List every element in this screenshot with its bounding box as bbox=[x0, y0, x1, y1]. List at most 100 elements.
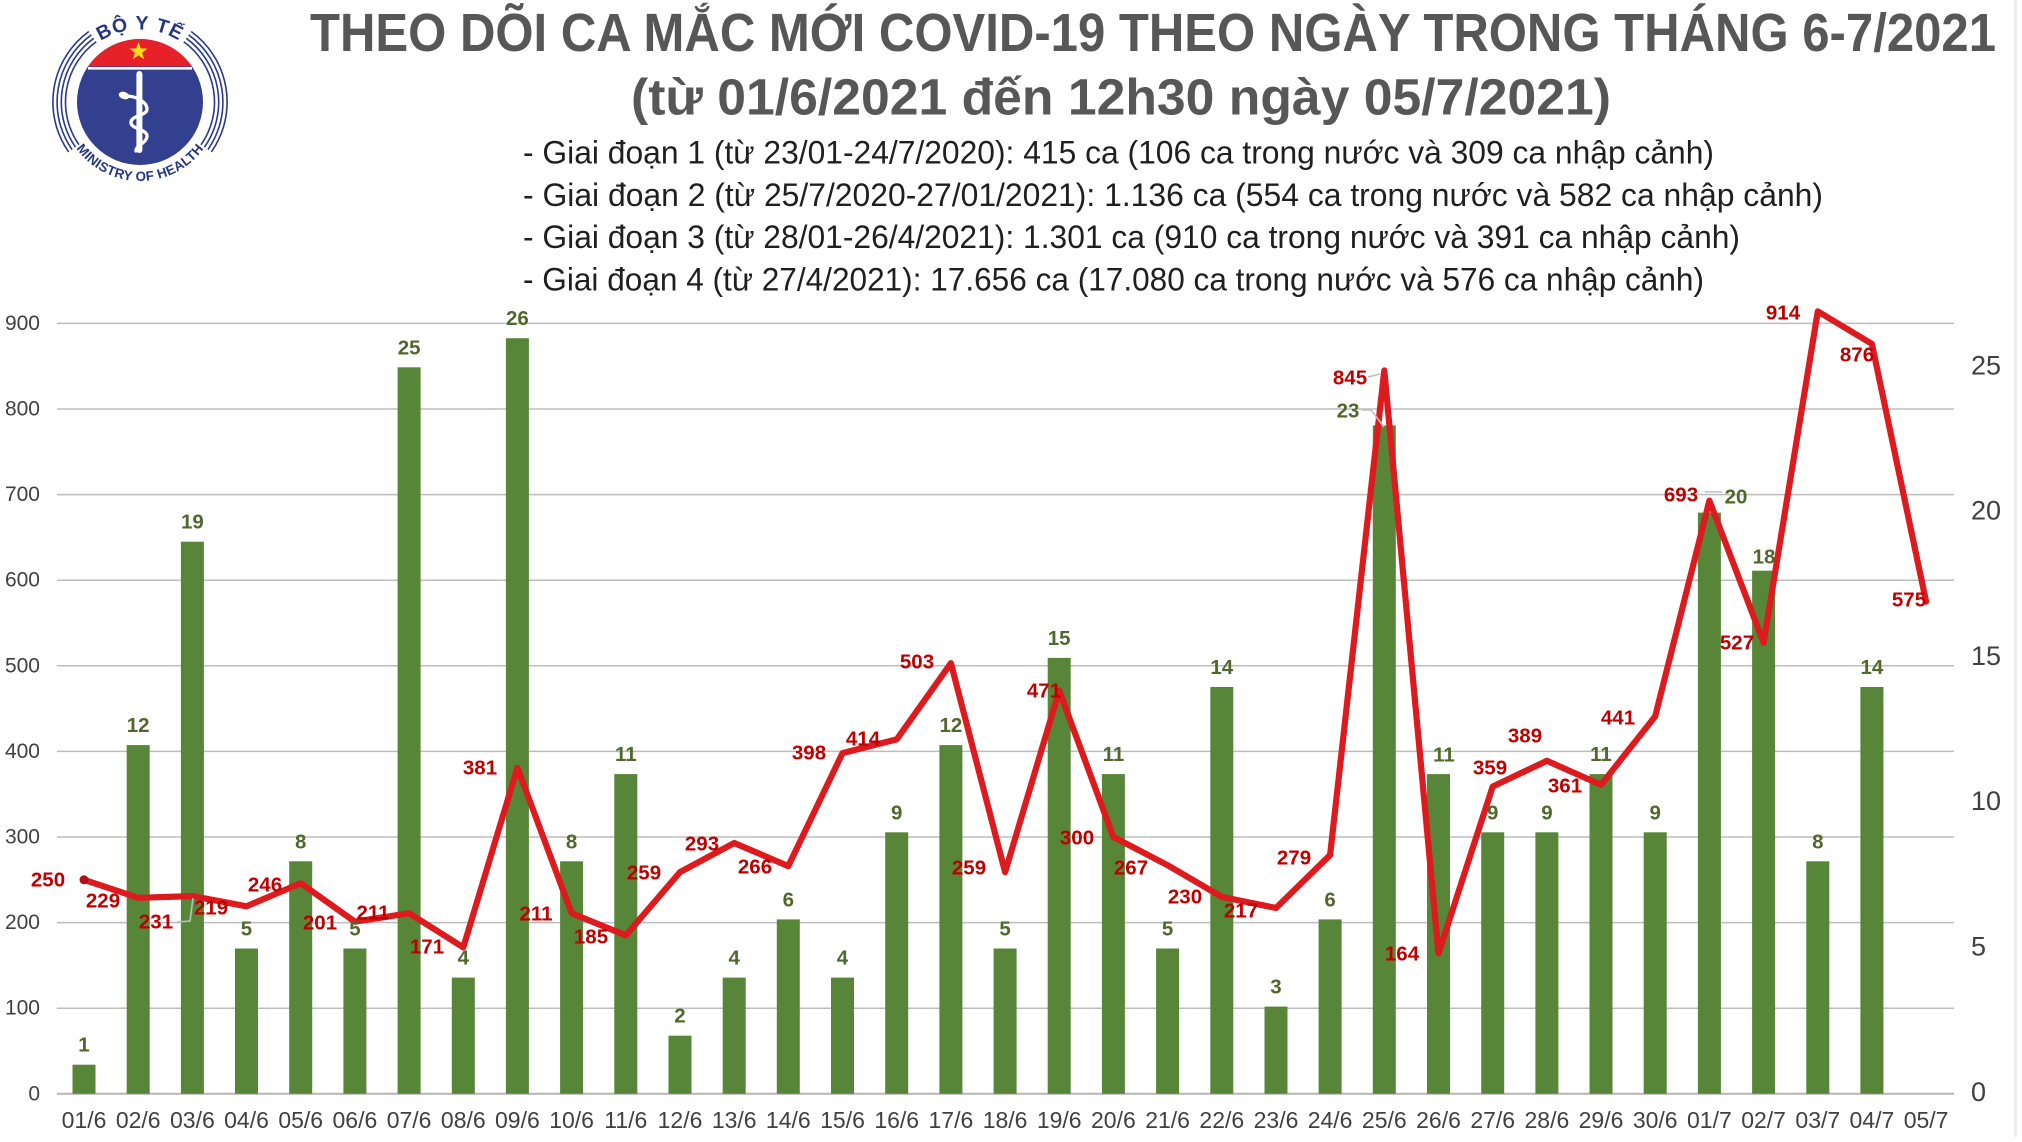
svg-text:8: 8 bbox=[1812, 830, 1823, 853]
svg-text:- Giai đoạn 1 (từ 23/01-24/7/2: - Giai đoạn 1 (từ 23/01-24/7/2020): 415 … bbox=[523, 135, 1714, 171]
svg-text:(từ 01/6/2021 đến 12h30 ngày 0: (từ 01/6/2021 đến 12h30 ngày 05/7/2021) bbox=[631, 69, 1611, 126]
svg-text:11: 11 bbox=[1590, 743, 1612, 766]
svg-text:876: 876 bbox=[1840, 344, 1874, 367]
svg-text:02/7: 02/7 bbox=[1741, 1107, 1786, 1133]
svg-text:6: 6 bbox=[1324, 888, 1335, 911]
svg-text:05/6: 05/6 bbox=[278, 1107, 323, 1133]
svg-text:2: 2 bbox=[674, 1005, 685, 1028]
svg-text:01/6: 01/6 bbox=[62, 1107, 107, 1133]
svg-text:08/6: 08/6 bbox=[441, 1107, 486, 1133]
svg-text:09/6: 09/6 bbox=[495, 1107, 540, 1133]
svg-text:20: 20 bbox=[1725, 486, 1748, 509]
svg-text:17/6: 17/6 bbox=[929, 1107, 974, 1133]
svg-text:02/6: 02/6 bbox=[116, 1107, 161, 1133]
svg-text:700: 700 bbox=[5, 483, 40, 506]
svg-text:04/6: 04/6 bbox=[224, 1107, 269, 1133]
svg-text:29/6: 29/6 bbox=[1579, 1107, 1624, 1133]
svg-text:15: 15 bbox=[1048, 627, 1071, 650]
svg-text:527: 527 bbox=[1720, 632, 1754, 655]
svg-text:600: 600 bbox=[5, 569, 40, 592]
svg-text:400: 400 bbox=[5, 740, 40, 763]
svg-text:11: 11 bbox=[1103, 743, 1125, 766]
svg-text:03/7: 03/7 bbox=[1795, 1107, 1840, 1133]
svg-text:10: 10 bbox=[1971, 786, 2001, 816]
svg-text:26: 26 bbox=[506, 307, 529, 330]
svg-text:219: 219 bbox=[194, 897, 228, 920]
svg-text:- Giai đoạn 2 (từ 25/7/2020-27: - Giai đoạn 2 (từ 25/7/2020-27/01/2021):… bbox=[523, 177, 1823, 213]
svg-text:27/6: 27/6 bbox=[1470, 1107, 1515, 1133]
svg-text:100: 100 bbox=[5, 997, 40, 1020]
svg-text:23/6: 23/6 bbox=[1254, 1107, 1299, 1133]
svg-text:01/7: 01/7 bbox=[1687, 1107, 1732, 1133]
svg-text:693: 693 bbox=[1664, 484, 1698, 507]
svg-text:914: 914 bbox=[1766, 302, 1801, 325]
svg-text:211: 211 bbox=[356, 902, 389, 925]
svg-text:15: 15 bbox=[1971, 641, 2001, 671]
svg-text:0: 0 bbox=[1971, 1077, 1986, 1107]
svg-text:19/6: 19/6 bbox=[1037, 1107, 1082, 1133]
svg-text:4: 4 bbox=[728, 947, 740, 970]
svg-text:- Giai đoạn 3 (từ 28/01-26/4/2: - Giai đoạn 3 (từ 28/01-26/4/2021): 1.30… bbox=[523, 219, 1740, 255]
svg-text:5: 5 bbox=[349, 918, 360, 941]
svg-text:414: 414 bbox=[846, 728, 881, 751]
svg-text:266: 266 bbox=[738, 856, 772, 879]
svg-text:24/6: 24/6 bbox=[1308, 1107, 1353, 1133]
svg-text:845: 845 bbox=[1333, 367, 1367, 390]
svg-text:5: 5 bbox=[1162, 918, 1173, 941]
svg-text:14: 14 bbox=[1210, 656, 1233, 679]
svg-text:381: 381 bbox=[463, 757, 497, 780]
svg-text:441: 441 bbox=[1601, 707, 1635, 730]
svg-text:25: 25 bbox=[398, 336, 421, 359]
svg-text:389: 389 bbox=[1508, 725, 1542, 748]
svg-text:4: 4 bbox=[458, 947, 470, 970]
svg-text:800: 800 bbox=[5, 398, 40, 421]
svg-text:22/6: 22/6 bbox=[1199, 1107, 1244, 1133]
svg-text:9: 9 bbox=[1487, 801, 1498, 824]
svg-text:300: 300 bbox=[1060, 827, 1094, 850]
svg-text:471: 471 bbox=[1027, 680, 1061, 703]
svg-text:12: 12 bbox=[939, 714, 962, 737]
svg-text:6: 6 bbox=[783, 888, 794, 911]
svg-text:25/6: 25/6 bbox=[1362, 1107, 1407, 1133]
svg-text:5: 5 bbox=[241, 918, 252, 941]
svg-text:5: 5 bbox=[1971, 932, 1986, 962]
svg-text:05/7: 05/7 bbox=[1904, 1107, 1949, 1133]
svg-text:250: 250 bbox=[31, 869, 65, 892]
svg-text:398: 398 bbox=[792, 742, 826, 765]
svg-text:500: 500 bbox=[5, 654, 40, 677]
svg-text:229: 229 bbox=[86, 890, 120, 913]
svg-text:0: 0 bbox=[28, 1082, 40, 1105]
svg-text:9: 9 bbox=[1541, 801, 1552, 824]
svg-text:300: 300 bbox=[5, 826, 40, 849]
svg-text:200: 200 bbox=[5, 911, 40, 934]
svg-text:217: 217 bbox=[1224, 900, 1258, 923]
svg-text:04/7: 04/7 bbox=[1850, 1107, 1895, 1133]
svg-text:18/6: 18/6 bbox=[983, 1107, 1028, 1133]
svg-text:11: 11 bbox=[1433, 744, 1455, 767]
svg-text:10/6: 10/6 bbox=[549, 1107, 594, 1133]
svg-text:279: 279 bbox=[1277, 847, 1311, 870]
svg-text:11/6: 11/6 bbox=[604, 1107, 647, 1133]
svg-text:28/6: 28/6 bbox=[1525, 1107, 1570, 1133]
svg-text:14/6: 14/6 bbox=[766, 1107, 811, 1133]
svg-text:30/6: 30/6 bbox=[1633, 1107, 1678, 1133]
svg-text:246: 246 bbox=[248, 874, 282, 897]
svg-text:3: 3 bbox=[1270, 976, 1281, 999]
svg-text:8: 8 bbox=[295, 830, 306, 853]
svg-text:164: 164 bbox=[1385, 943, 1420, 966]
svg-text:575: 575 bbox=[1892, 589, 1926, 612]
svg-text:07/6: 07/6 bbox=[387, 1107, 432, 1133]
svg-text:171: 171 bbox=[410, 936, 444, 959]
svg-text:900: 900 bbox=[5, 312, 40, 335]
svg-text:8: 8 bbox=[566, 830, 577, 853]
svg-text:06/6: 06/6 bbox=[333, 1107, 378, 1133]
svg-text:231: 231 bbox=[139, 911, 173, 934]
svg-text:359: 359 bbox=[1473, 757, 1507, 780]
svg-text:20/6: 20/6 bbox=[1091, 1107, 1136, 1133]
svg-text:9: 9 bbox=[891, 801, 902, 824]
svg-text:13/6: 13/6 bbox=[712, 1107, 757, 1133]
svg-text:259: 259 bbox=[952, 857, 986, 880]
svg-text:18: 18 bbox=[1753, 546, 1776, 569]
svg-text:259: 259 bbox=[627, 862, 661, 885]
svg-text:23: 23 bbox=[1337, 400, 1360, 423]
